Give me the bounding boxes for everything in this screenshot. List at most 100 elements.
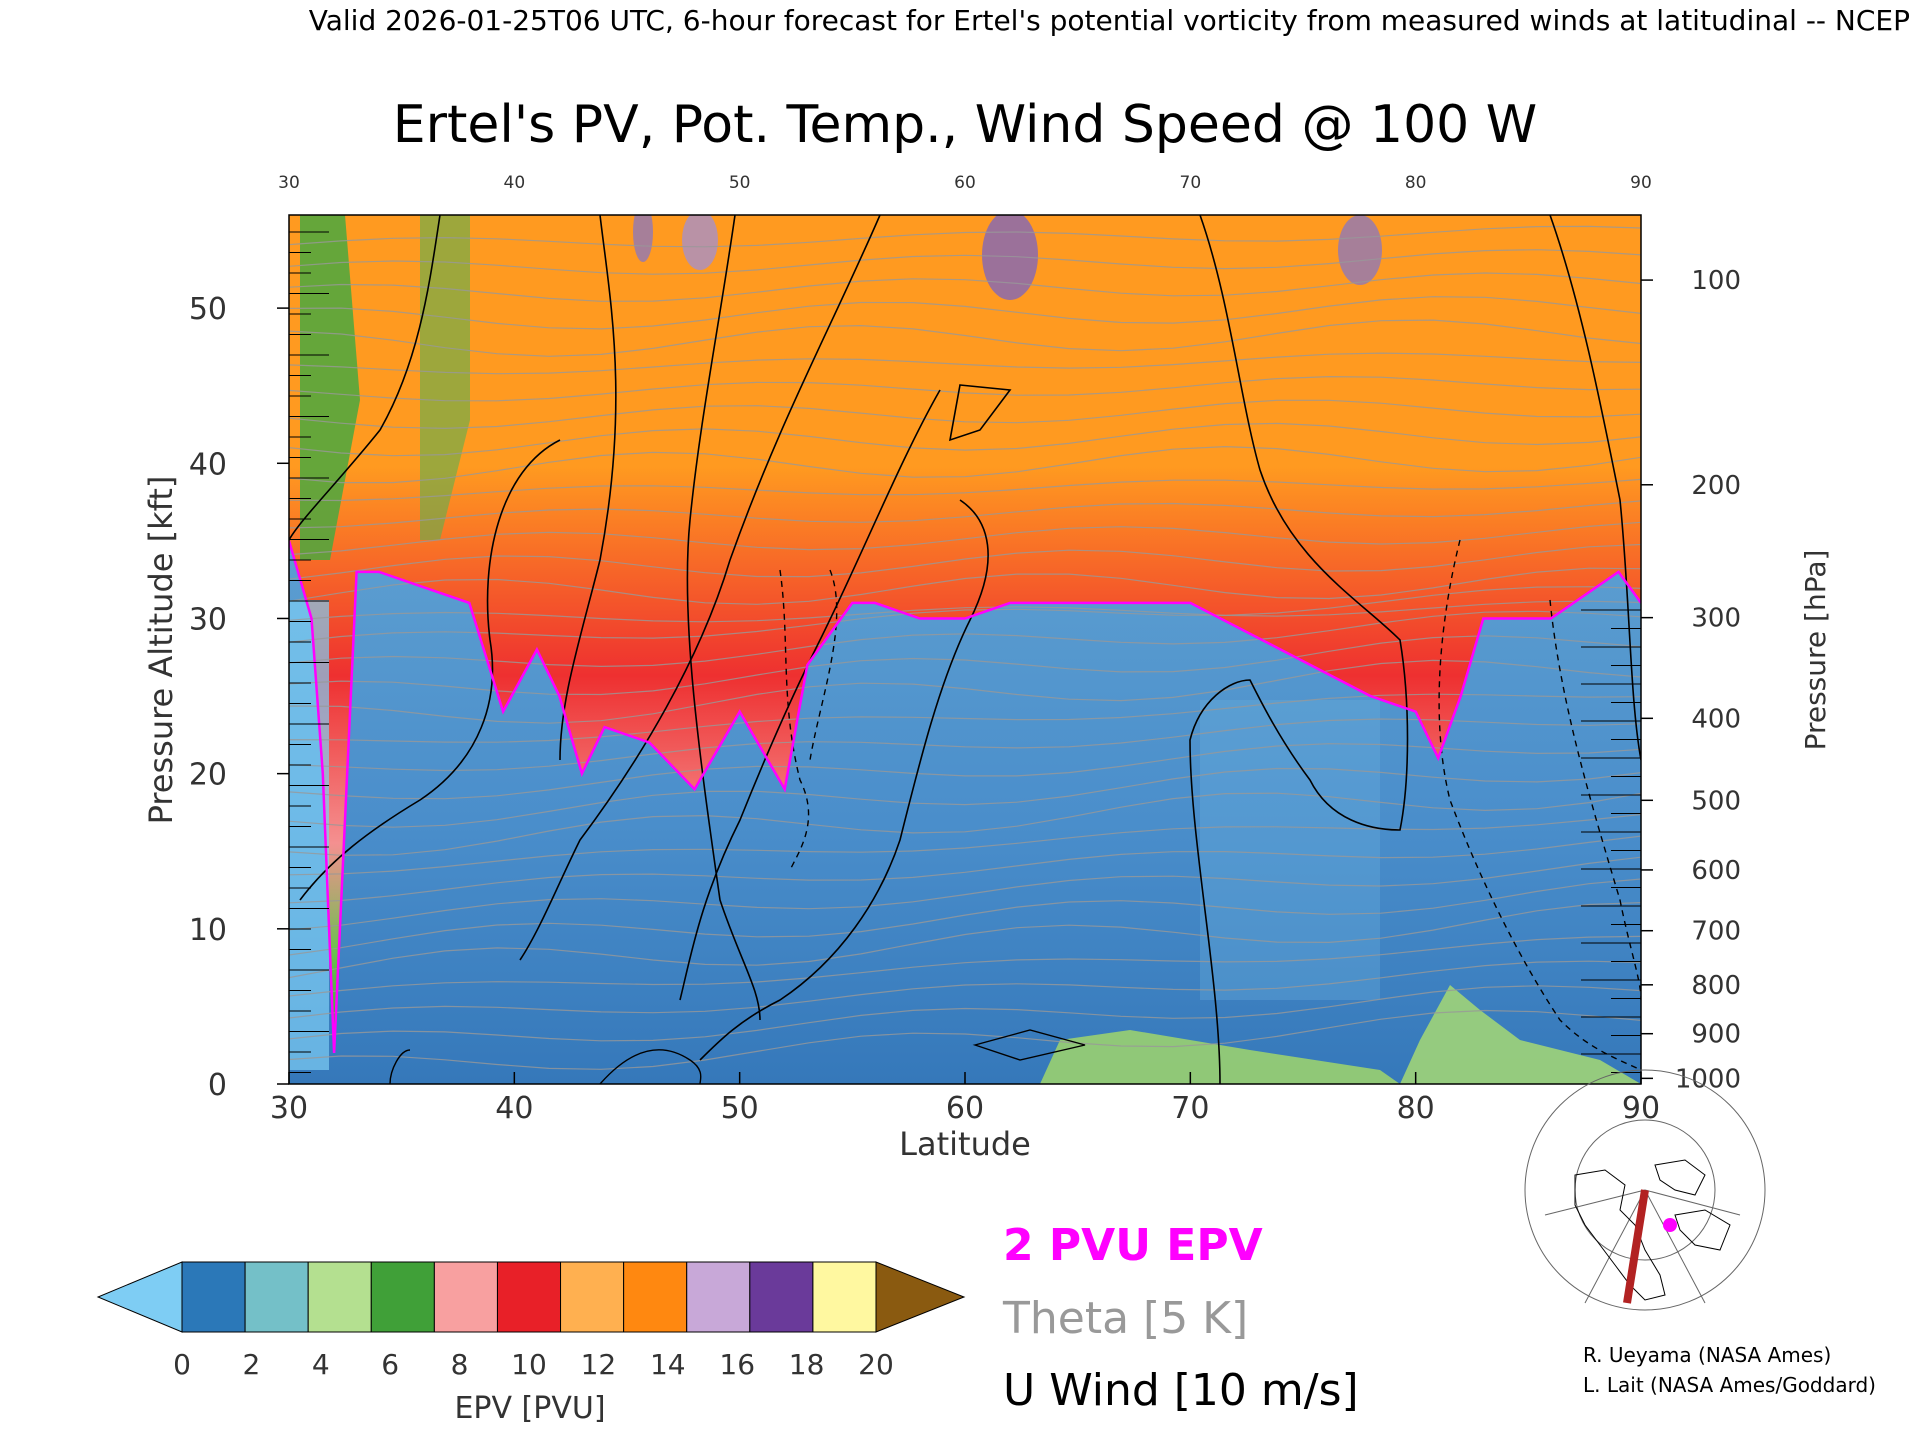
theta-contour — [289, 399, 1641, 430]
y-tick-label: 40 — [189, 447, 227, 482]
two-pvu-tropopause-line — [289, 540, 1641, 1054]
map-latitude-circle — [1524, 1069, 1766, 1311]
y-axis-label: Pressure Altitude [kft] — [142, 476, 180, 825]
colorbar-label: EPV [PVU] — [454, 1391, 605, 1426]
x-top-tick-label: 70 — [1180, 173, 1202, 193]
right-edge-hash-marks — [1581, 609, 1641, 1073]
theta-contour — [289, 586, 1641, 645]
colorbar-tick-label: 4 — [312, 1348, 330, 1381]
map-coastline — [1654, 1159, 1706, 1196]
x-top-tick-label: 50 — [729, 173, 751, 193]
u-wind-contours — [289, 215, 1641, 1084]
y-tick-label: 10 — [189, 913, 227, 948]
pressure-axis-ticks: 1000 900 800 700 600 500 400 300 200 100 — [1641, 266, 1741, 1094]
colorbar-tick-label: 12 — [581, 1348, 617, 1381]
u-wind-contour — [599, 1049, 702, 1084]
left-edge-hash-marks — [289, 231, 329, 1073]
location-map-inset — [1524, 1069, 1766, 1311]
colorbar-tick-label: 8 — [451, 1348, 469, 1381]
u-wind-contour — [1549, 215, 1641, 761]
u-wind-contour — [686, 215, 761, 1021]
x-axis-top-ticks: 30 40 50 60 70 80 90 — [278, 173, 1652, 193]
u-wind-contour — [559, 215, 617, 761]
u-wind-contour — [389, 1049, 411, 1084]
colorbar-segment — [623, 1261, 688, 1333]
y-tick-label: 20 — [189, 758, 227, 793]
theta-contour — [289, 902, 1641, 979]
colorbar-under-triangle — [96, 1261, 183, 1333]
legend-u-wind: U Wind [10 m/s] — [1003, 1365, 1359, 1416]
theta-contour — [289, 478, 1641, 502]
u-wind-contour — [948, 384, 1012, 442]
pressure-tick-label: 300 — [1691, 604, 1741, 634]
colorbar: 0 2 4 6 8 10 12 14 16 18 20 — [96, 1261, 966, 1381]
pressure-tick-label: 500 — [1691, 786, 1741, 816]
map-coastline — [1674, 1209, 1731, 1251]
theta-contour — [289, 659, 1641, 724]
x-top-tick-label: 40 — [504, 173, 526, 193]
credit-line-2: L. Lait (NASA Ames/Goddard) — [1583, 1373, 1876, 1397]
colorbar-tick-label: 2 — [242, 1348, 260, 1381]
colorbar-segment — [181, 1261, 246, 1333]
u-wind-contour — [972, 1029, 1086, 1061]
colorbar-over-triangle — [875, 1261, 966, 1333]
pressure-tick-label: 700 — [1691, 917, 1741, 947]
map-coastline — [1574, 1169, 1666, 1301]
u-wind-contour — [299, 439, 561, 901]
pressure-tick-label: 1000 — [1675, 1064, 1741, 1094]
right-axis-label: Pressure [hPa] — [1799, 550, 1832, 751]
high-pv-blob — [682, 215, 718, 270]
surface-patch — [1400, 985, 1641, 1084]
x-top-tick-label: 30 — [278, 173, 300, 193]
map-meridian — [1644, 1189, 1706, 1304]
colorbar-tick-label: 20 — [858, 1348, 894, 1381]
map-location-marker — [1663, 1218, 1677, 1232]
low-pv-band — [289, 600, 329, 1070]
map-meridian — [1544, 1189, 1646, 1216]
theta-contour — [289, 610, 1641, 670]
theta-contour — [289, 935, 1641, 997]
u-wind-contour — [809, 569, 838, 761]
theta-contour — [289, 422, 1641, 457]
theta-contour — [289, 835, 1641, 904]
x-tick-label: 30 — [270, 1091, 308, 1126]
x-axis-ticks: 30 40 50 60 70 80 90 — [270, 1072, 1660, 1126]
legend-theta: Theta [5 K] — [1002, 1293, 1248, 1344]
theta-contour — [289, 521, 1641, 556]
u-wind-contour — [779, 569, 810, 871]
theta-contour — [289, 600, 1641, 623]
x-tick-label: 40 — [495, 1091, 533, 1126]
x-axis-label: Latitude — [899, 1125, 1031, 1163]
pressure-tick-label: 800 — [1691, 971, 1741, 1001]
high-pv-blobs — [633, 215, 1382, 300]
colorbar-tick-label: 14 — [650, 1348, 686, 1381]
theta-contour — [289, 693, 1641, 745]
map-meridian — [1644, 1189, 1741, 1216]
pressure-tick-label: 400 — [1691, 704, 1741, 734]
colorbar-segment — [812, 1261, 877, 1333]
u-wind-contour — [519, 215, 881, 961]
theta-contour — [289, 543, 1641, 580]
colorbar-segment — [370, 1261, 435, 1333]
chart-title: Ertel's PV, Pot. Temp., Wind Speed @ 100… — [393, 95, 1537, 155]
theta-contour — [289, 567, 1641, 605]
theta-contour — [289, 635, 1641, 696]
theta-contour — [289, 445, 1641, 484]
colorbar-segment — [244, 1261, 309, 1333]
colorbar-segment — [307, 1261, 372, 1333]
theta-contour — [289, 878, 1641, 956]
x-top-tick-label: 60 — [954, 173, 976, 193]
u-wind-contour — [289, 215, 441, 541]
theta-contour — [289, 296, 1641, 330]
x-tick-label: 70 — [1171, 1091, 1209, 1126]
map-transect-line — [1623, 1189, 1649, 1304]
map-meridian — [1584, 1189, 1646, 1304]
u-wind-contour — [1549, 599, 1641, 1001]
colorbar-tick-label: 16 — [719, 1348, 755, 1381]
colorbar-tick-label: 18 — [789, 1348, 825, 1381]
plot-area — [289, 215, 1641, 1084]
colorbar-tick-label: 6 — [381, 1348, 399, 1381]
pressure-tick-label: 900 — [1691, 1020, 1741, 1050]
y-tick-label: 30 — [189, 602, 227, 637]
